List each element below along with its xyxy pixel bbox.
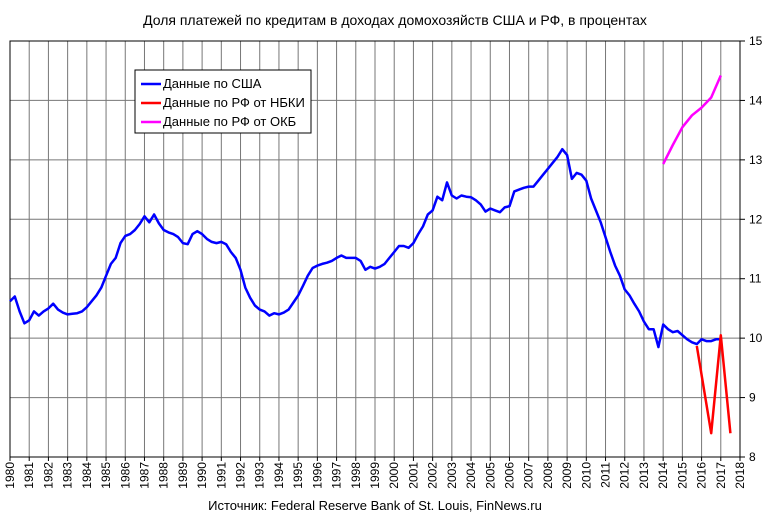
x-tick-label: 1991	[214, 462, 228, 489]
x-tick-label: 1990	[195, 462, 209, 489]
x-tick-label: 1986	[118, 462, 132, 489]
x-tick-label: 2010	[579, 462, 593, 489]
legend: Данные по США Данные по РФ от НБКИ Данные …	[134, 69, 312, 134]
x-tick-label: 1988	[157, 462, 171, 489]
x-tick-label: 2012	[618, 462, 632, 489]
x-tick-label: 2005	[483, 462, 497, 489]
x-tick-label: 1983	[61, 462, 75, 489]
x-tick-label: 1987	[137, 462, 151, 489]
x-tick-label: 2000	[387, 462, 401, 489]
series-line-1	[9, 147, 721, 349]
y-axis: 8 9 10 11 12 13 14 15	[740, 34, 763, 464]
x-tick-label: 1998	[349, 462, 363, 489]
x-tick-label: 1996	[310, 462, 324, 489]
series-line-3	[662, 75, 722, 165]
x-tick-label: 2002	[426, 462, 440, 489]
x-tick-label: 2007	[522, 462, 536, 489]
legend-label: Данные по РФ от ОКБ	[163, 114, 296, 129]
x-tick-label: 2017	[714, 462, 728, 489]
x-tick-label: 1992	[234, 462, 248, 489]
x-tick-label: 1985	[99, 462, 113, 489]
x-tick-label: 2009	[560, 462, 574, 489]
x-tick-label: 1997	[330, 462, 344, 489]
x-axis: 1980 1981 1982 1983 1984 1985 1986 1987 1988 1989…	[3, 457, 747, 489]
chart-title: Доля платежей по кредитам в доходах домо…	[143, 12, 647, 28]
x-tick-label: 1980	[3, 462, 17, 489]
y-tick-label: 15	[749, 34, 763, 48]
x-tick-label: 2013	[637, 462, 651, 489]
x-tick-label: 2006	[502, 462, 516, 489]
y-tick-label: 8	[749, 450, 756, 464]
series-lines	[9, 75, 732, 435]
x-tick-label: 2015	[675, 462, 689, 489]
x-tick-label: 2001	[406, 462, 420, 489]
y-tick-label: 11	[749, 272, 762, 286]
x-tick-label: 2011	[599, 462, 613, 488]
y-tick-label: 13	[749, 153, 763, 167]
y-tick-label: 14	[749, 93, 763, 107]
x-tick-label: 2018	[733, 462, 747, 489]
x-tick-label: 2016	[695, 462, 709, 489]
x-tick-label: 2014	[656, 462, 670, 489]
x-tick-label: 1984	[80, 462, 94, 489]
x-tick-label: 1993	[253, 462, 267, 489]
legend-label: Данные по РФ от НБКИ	[163, 95, 305, 110]
x-tick-label: 1981	[22, 462, 36, 489]
x-tick-label: 1999	[368, 462, 382, 489]
y-tick-label: 9	[749, 391, 756, 405]
legend-box	[134, 69, 312, 134]
series-line-2	[695, 333, 732, 435]
x-tick-label: 2003	[445, 462, 459, 489]
x-tick-label: 1995	[291, 462, 305, 489]
y-tick-label: 10	[749, 331, 763, 345]
x-tick-label: 2008	[541, 462, 555, 489]
y-tick-label: 12	[749, 212, 763, 226]
x-tick-label: 1994	[272, 462, 286, 489]
x-tick-label: 1989	[176, 462, 190, 489]
x-tick-label: 1982	[41, 462, 55, 489]
chart-source: Источник: Federal Reserve Bank of St. Lo…	[208, 498, 542, 513]
legend-label: Данные по США	[163, 76, 262, 91]
x-tick-label: 2004	[464, 462, 478, 489]
